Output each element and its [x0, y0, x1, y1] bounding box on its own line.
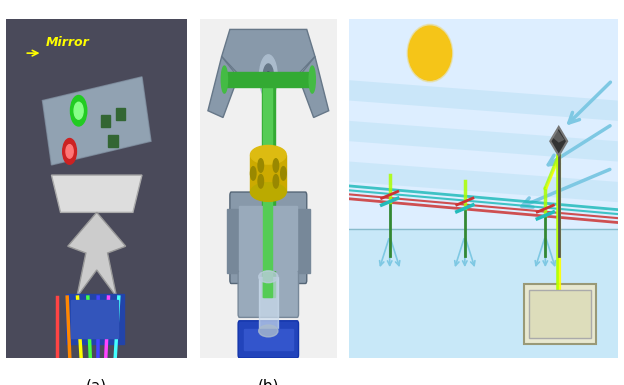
Polygon shape	[349, 80, 618, 121]
Polygon shape	[298, 57, 329, 117]
Circle shape	[258, 174, 263, 188]
Circle shape	[66, 145, 73, 158]
Bar	[101, 115, 110, 127]
Ellipse shape	[259, 325, 278, 337]
Bar	[259, 277, 278, 331]
Circle shape	[266, 72, 270, 82]
Circle shape	[273, 159, 279, 172]
Bar	[295, 209, 310, 273]
Circle shape	[260, 55, 277, 99]
Bar	[115, 108, 125, 120]
Bar	[66, 294, 124, 345]
Bar	[250, 155, 286, 192]
Ellipse shape	[250, 146, 286, 164]
Bar	[529, 290, 591, 338]
Polygon shape	[222, 29, 315, 77]
Bar	[524, 283, 597, 345]
Ellipse shape	[222, 66, 228, 93]
Bar	[263, 87, 272, 297]
Ellipse shape	[309, 66, 315, 93]
Text: (a): (a)	[86, 378, 107, 385]
Bar	[349, 229, 618, 358]
Circle shape	[273, 174, 279, 188]
Circle shape	[250, 167, 256, 180]
Bar	[109, 136, 117, 147]
Bar	[71, 300, 119, 338]
Text: Mirror: Mirror	[46, 36, 90, 49]
FancyBboxPatch shape	[230, 192, 307, 283]
Polygon shape	[349, 121, 618, 162]
Polygon shape	[208, 57, 238, 117]
Circle shape	[407, 24, 453, 82]
Polygon shape	[349, 162, 618, 202]
Circle shape	[281, 167, 286, 180]
Bar	[261, 87, 275, 297]
Bar	[243, 329, 293, 350]
Polygon shape	[42, 77, 151, 165]
Circle shape	[62, 139, 77, 164]
Polygon shape	[51, 175, 142, 213]
FancyBboxPatch shape	[238, 270, 298, 317]
Polygon shape	[68, 213, 125, 297]
Ellipse shape	[259, 271, 278, 283]
Bar	[227, 209, 242, 273]
Polygon shape	[552, 130, 564, 142]
Polygon shape	[550, 127, 567, 156]
FancyBboxPatch shape	[238, 321, 298, 358]
Circle shape	[258, 159, 263, 172]
Ellipse shape	[250, 183, 286, 201]
Circle shape	[409, 26, 451, 80]
Bar	[240, 206, 297, 270]
Circle shape	[71, 95, 87, 126]
Bar	[225, 72, 312, 87]
Text: (b): (b)	[258, 378, 279, 385]
Circle shape	[263, 64, 273, 90]
Circle shape	[74, 102, 83, 119]
